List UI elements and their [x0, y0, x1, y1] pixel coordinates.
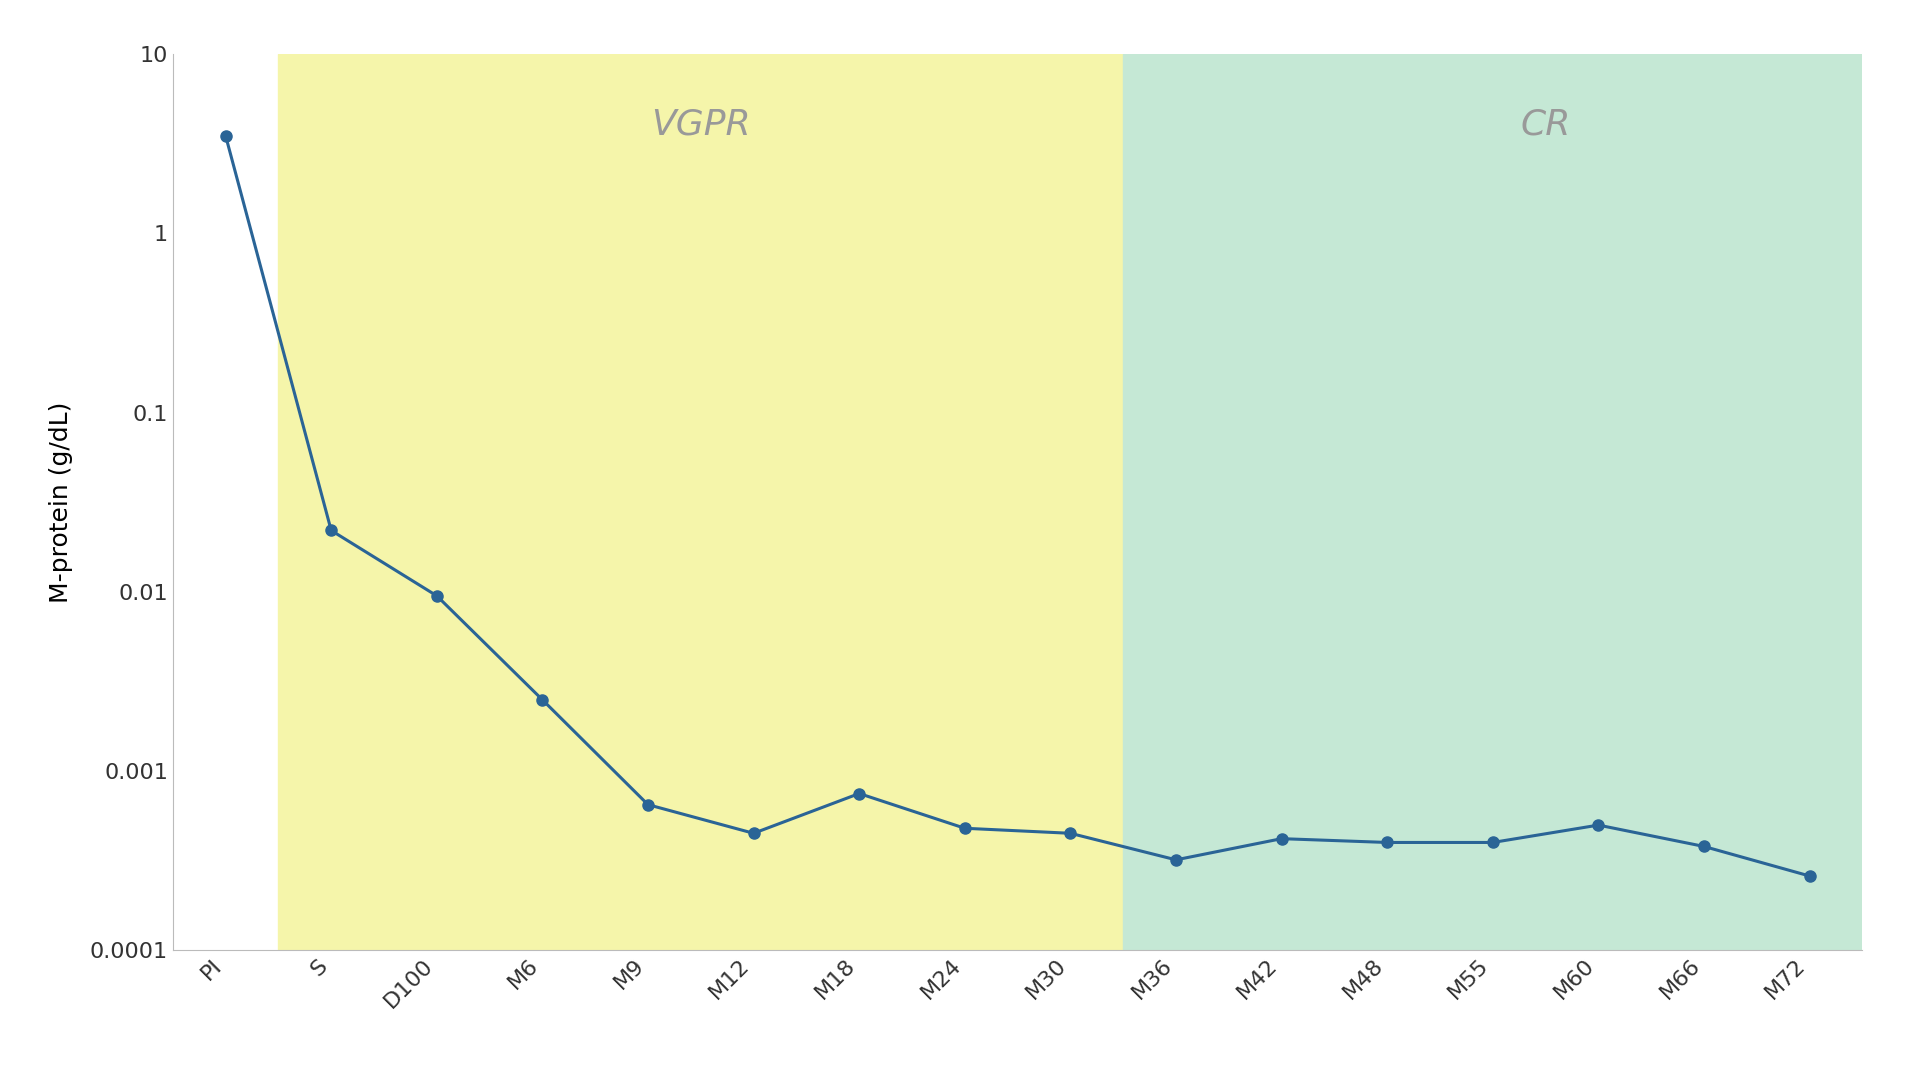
Bar — [278, 54, 1123, 950]
Text: CR: CR — [1521, 108, 1571, 141]
Text: VGPR: VGPR — [651, 108, 751, 141]
Y-axis label: M-protein (g/dL): M-protein (g/dL) — [50, 402, 73, 603]
Bar — [1123, 54, 1862, 950]
